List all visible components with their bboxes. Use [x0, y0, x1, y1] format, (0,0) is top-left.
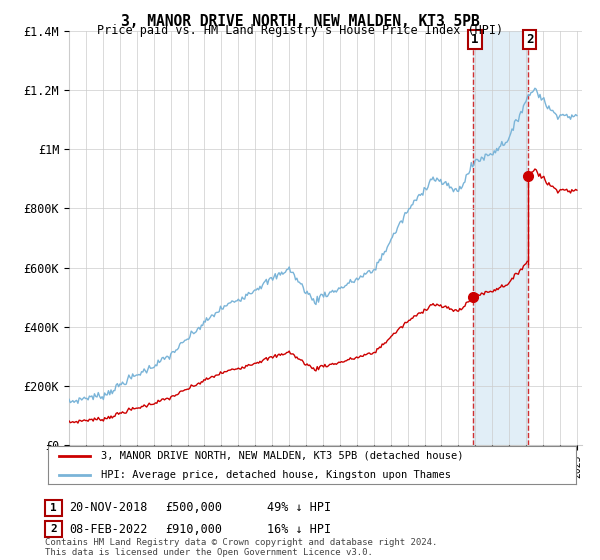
Text: £500,000: £500,000: [165, 501, 222, 515]
Text: 16% ↓ HPI: 16% ↓ HPI: [267, 522, 331, 536]
Text: 3, MANOR DRIVE NORTH, NEW MALDEN, KT3 5PB: 3, MANOR DRIVE NORTH, NEW MALDEN, KT3 5P…: [121, 14, 479, 29]
Bar: [473, 31, 528, 445]
Text: HPI: Average price, detached house, Kingston upon Thames: HPI: Average price, detached house, King…: [101, 470, 451, 480]
Text: 49% ↓ HPI: 49% ↓ HPI: [267, 501, 331, 515]
Text: Price paid vs. HM Land Registry's House Price Index (HPI): Price paid vs. HM Land Registry's House …: [97, 24, 503, 37]
Text: 3, MANOR DRIVE NORTH, NEW MALDEN, KT3 5PB (detached house): 3, MANOR DRIVE NORTH, NEW MALDEN, KT3 5P…: [101, 451, 463, 461]
Text: 08-FEB-2022: 08-FEB-2022: [69, 522, 148, 536]
Text: Contains HM Land Registry data © Crown copyright and database right 2024.
This d: Contains HM Land Registry data © Crown c…: [45, 538, 437, 557]
Text: 1: 1: [471, 33, 479, 46]
Text: 2: 2: [526, 33, 533, 46]
Text: 1: 1: [50, 503, 57, 513]
Text: 20-NOV-2018: 20-NOV-2018: [69, 501, 148, 515]
Text: £910,000: £910,000: [165, 522, 222, 536]
Text: 2: 2: [50, 524, 57, 534]
